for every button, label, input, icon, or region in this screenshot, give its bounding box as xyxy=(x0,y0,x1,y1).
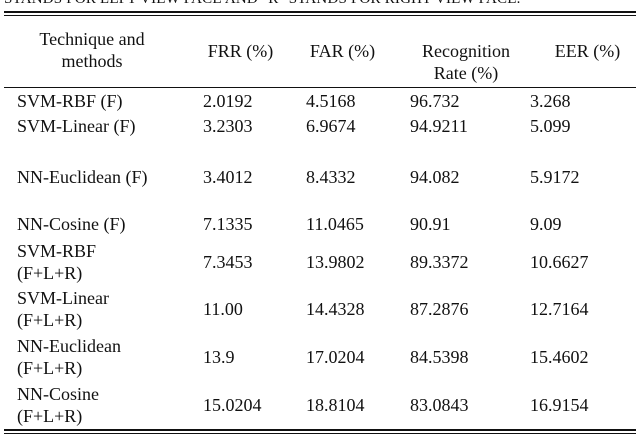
top-rule-second xyxy=(4,15,636,16)
rr-cell: 83.0843 xyxy=(410,395,469,415)
rr-cell: 87.2876 xyxy=(410,299,469,319)
eer-cell: 16.9154 xyxy=(530,395,589,415)
method-line: NN-Cosine xyxy=(17,384,99,404)
header-line: Technique and xyxy=(39,29,145,49)
eer-cell: 12.7164 xyxy=(530,299,589,319)
header-eer: EER (%) xyxy=(554,41,621,61)
method-cell: NN-Cosine (F) xyxy=(17,213,126,235)
bottom-rule-second xyxy=(4,433,636,434)
far-cell: 18.8104 xyxy=(306,395,365,415)
far-cell: 4.5168 xyxy=(306,91,356,111)
frr-cell: 3.2303 xyxy=(203,116,253,136)
far-cell: 17.0204 xyxy=(306,347,365,367)
method-cell: SVM-RBF (F+L+R) xyxy=(17,240,96,284)
rr-cell: 96.732 xyxy=(410,91,460,111)
eer-cell: 10.6627 xyxy=(530,252,589,272)
header-line: methods xyxy=(61,51,123,71)
method-line: NN-Cosine (F) xyxy=(17,214,126,234)
eer-cell: 9.09 xyxy=(530,214,562,234)
method-line: NN-Euclidean (F) xyxy=(17,167,148,187)
method-line: SVM-Linear xyxy=(17,288,109,308)
eer-cell: 15.4602 xyxy=(530,347,589,367)
frr-cell: 3.4012 xyxy=(203,167,253,187)
frr-cell: 7.3453 xyxy=(203,252,253,272)
rr-cell: 94.082 xyxy=(410,167,460,187)
frr-cell: 15.0204 xyxy=(203,395,262,415)
method-line: SVM-RBF xyxy=(17,241,97,261)
far-cell: 8.4332 xyxy=(306,167,356,187)
bottom-rule xyxy=(4,429,636,431)
method-line: SVM-RBF (F) xyxy=(17,91,123,111)
method-cell: SVM-Linear (F+L+R) xyxy=(17,287,109,331)
frr-cell: 2.0192 xyxy=(203,91,253,111)
rr-cell: 90.91 xyxy=(410,214,451,234)
top-rule xyxy=(4,11,636,13)
far-cell: 13.9802 xyxy=(306,252,365,272)
method-cell: SVM-Linear (F) xyxy=(17,115,135,137)
eer-cell: 5.9172 xyxy=(530,167,580,187)
header-recognition-rate: Recognition Rate (%) xyxy=(410,40,522,84)
header-rule xyxy=(4,87,636,88)
method-line: (F+L+R) xyxy=(17,310,83,330)
method-cell: NN-Euclidean (F) xyxy=(17,166,147,188)
far-cell: 14.4328 xyxy=(306,299,365,319)
method-cell: NN-Euclidean (F+L+R) xyxy=(17,335,121,379)
rr-cell: 89.3372 xyxy=(410,252,469,272)
table-caption: STANDS FOR LEFT VIEW FACE AND "R" STANDS… xyxy=(4,0,521,8)
method-line: (F+L+R) xyxy=(17,358,83,378)
method-line: SVM-Linear (F) xyxy=(17,116,136,136)
header-line: Recognition xyxy=(422,41,510,61)
header-frr: FRR (%) xyxy=(207,41,274,61)
header-far: FAR (%) xyxy=(309,41,376,61)
rr-cell: 84.5398 xyxy=(410,347,469,367)
far-cell: 11.0465 xyxy=(306,214,364,234)
frr-cell: 13.9 xyxy=(203,347,235,367)
method-line: (F+L+R) xyxy=(17,406,83,426)
method-cell: NN-Cosine (F+L+R) xyxy=(17,383,99,427)
far-cell: 6.9674 xyxy=(306,116,356,136)
header-line: Rate (%) xyxy=(433,63,499,83)
eer-cell: 5.099 xyxy=(530,116,571,136)
eer-cell: 3.268 xyxy=(530,91,571,111)
method-line: NN-Euclidean xyxy=(17,336,121,356)
header-technique: Technique and methods xyxy=(17,28,167,72)
frr-cell: 7.1335 xyxy=(203,214,253,234)
method-line: (F+L+R) xyxy=(17,263,83,283)
rr-cell: 94.9211 xyxy=(410,116,468,136)
frr-cell: 11.00 xyxy=(203,299,243,319)
method-cell: SVM-RBF (F) xyxy=(17,90,123,112)
